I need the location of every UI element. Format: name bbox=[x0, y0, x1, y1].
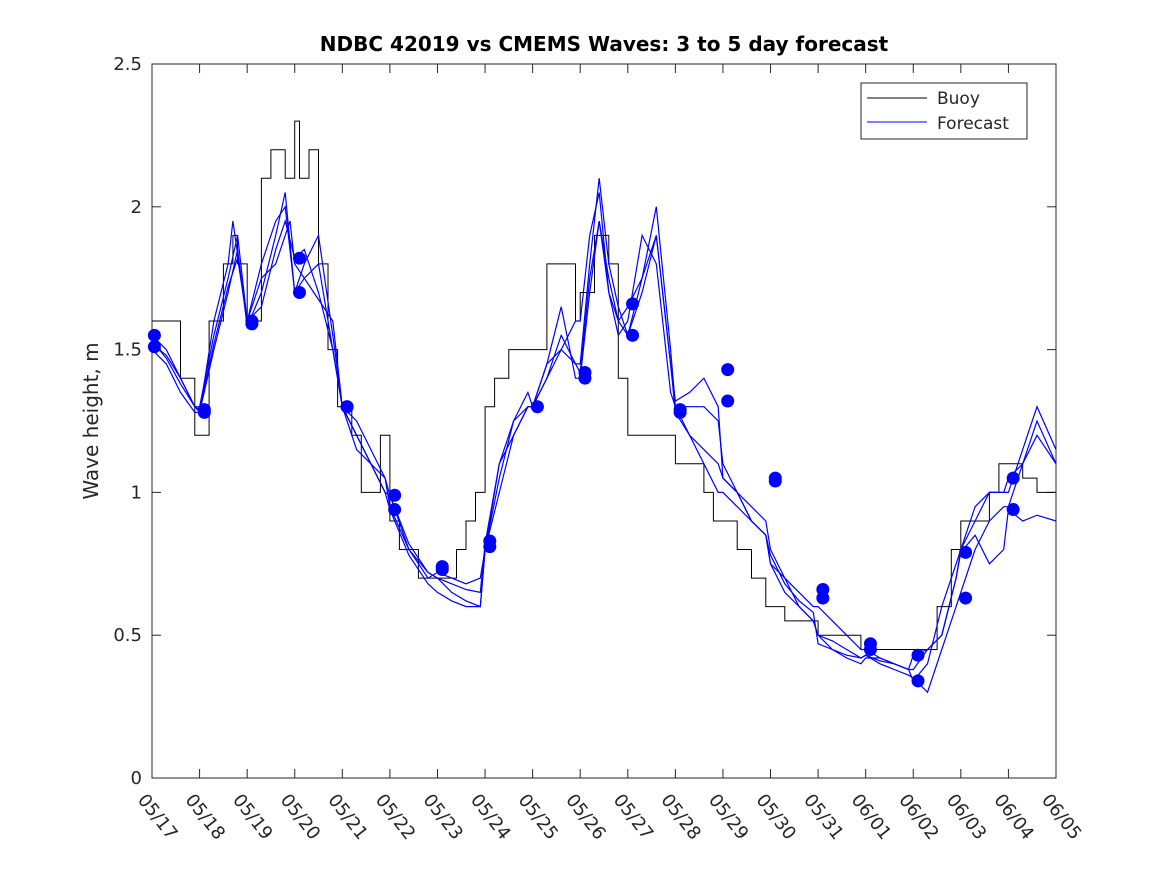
plot-area bbox=[151, 63, 1057, 779]
forecast-marker bbox=[1006, 503, 1020, 517]
forecast-marker bbox=[483, 540, 497, 554]
forecast-marker bbox=[959, 545, 973, 559]
x-tick-label: 05/22 bbox=[371, 790, 419, 844]
x-tick-label: 05/18 bbox=[181, 790, 229, 844]
x-tick-label: 05/27 bbox=[609, 790, 657, 844]
x-tick-label: 05/23 bbox=[419, 790, 467, 844]
x-tick-label: 05/30 bbox=[752, 790, 800, 844]
x-tick-label: 05/21 bbox=[323, 790, 371, 844]
chart-title: NDBC 42019 vs CMEMS Waves: 3 to 5 day fo… bbox=[320, 32, 889, 56]
forecast-marker bbox=[578, 371, 592, 385]
y-tick-label: 0.5 bbox=[113, 625, 142, 646]
x-tick-label: 06/01 bbox=[847, 790, 895, 844]
forecast-marker bbox=[816, 591, 830, 605]
forecast-marker bbox=[147, 340, 161, 354]
legend-buoy-label: Buoy bbox=[937, 89, 980, 109]
x-tick-label: 05/19 bbox=[228, 790, 276, 844]
y-tick-label: 1 bbox=[131, 482, 142, 503]
y-tick-label: 2 bbox=[131, 197, 142, 218]
forecast-marker bbox=[245, 317, 259, 331]
x-tick-label: 06/02 bbox=[894, 790, 942, 844]
forecast-marker bbox=[530, 400, 544, 414]
forecast-marker bbox=[911, 674, 925, 688]
forecast-line-2 bbox=[151, 178, 1057, 694]
x-tick-label: 06/04 bbox=[989, 790, 1037, 844]
forecast-marker bbox=[721, 394, 735, 408]
x-tick-label: 05/26 bbox=[561, 790, 609, 844]
forecast-marker bbox=[626, 328, 640, 342]
forecast-marker bbox=[388, 503, 402, 517]
forecast-marker bbox=[768, 474, 782, 488]
forecast-marker bbox=[721, 363, 735, 377]
forecast-marker bbox=[911, 648, 925, 662]
x-tick-label: 06/05 bbox=[1037, 790, 1085, 844]
x-tick-label: 05/20 bbox=[276, 790, 324, 844]
y-tick-label: 2.5 bbox=[113, 54, 142, 75]
forecast-marker bbox=[388, 488, 402, 502]
marker-layer bbox=[147, 251, 1020, 688]
y-tick-label: 0 bbox=[131, 768, 142, 789]
x-tick-label: 05/24 bbox=[466, 790, 514, 844]
forecast-marker bbox=[147, 328, 161, 342]
x-tick-label: 05/29 bbox=[704, 790, 752, 844]
legend-forecast-label: Forecast bbox=[937, 114, 1009, 134]
x-tick-label: 05/31 bbox=[799, 790, 847, 844]
forecast-marker bbox=[292, 285, 306, 299]
forecast-marker bbox=[292, 251, 306, 265]
forecast-marker bbox=[340, 400, 354, 414]
x-tick-label: 05/25 bbox=[514, 790, 562, 844]
legend: Buoy Forecast bbox=[860, 82, 1028, 140]
y-axis-label: Wave height, m bbox=[79, 342, 103, 499]
forecast-marker bbox=[959, 591, 973, 605]
forecast-marker bbox=[863, 642, 877, 656]
x-tick-label: 06/03 bbox=[942, 790, 990, 844]
forecast-marker bbox=[197, 405, 211, 419]
y-axis: 0 0.5 1 1.5 2 2.5 bbox=[113, 54, 1056, 789]
forecast-marker bbox=[435, 563, 449, 577]
x-tick-label: 05/17 bbox=[133, 790, 181, 844]
forecast-marker bbox=[1006, 471, 1020, 485]
y-tick-label: 1.5 bbox=[113, 340, 142, 361]
legend-box bbox=[860, 82, 1028, 140]
x-tick-label: 05/28 bbox=[656, 790, 704, 844]
forecast-marker bbox=[673, 405, 687, 419]
forecast-marker bbox=[626, 297, 640, 311]
